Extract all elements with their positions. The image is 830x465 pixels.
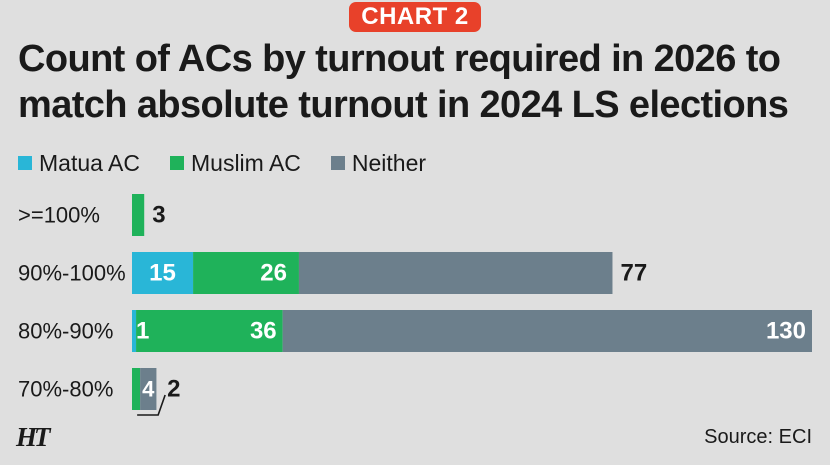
legend-label-muslim: Muslim AC: [191, 149, 301, 176]
legend-item-neither: Neither: [330, 149, 427, 177]
category-label: 80%-90%: [18, 319, 113, 344]
data-label: 1: [136, 318, 149, 345]
category-label: >=100%: [18, 203, 100, 228]
bar-muslim-ac: [136, 310, 283, 352]
data-label: 2: [167, 376, 180, 403]
data-label: 4: [142, 377, 155, 402]
leader-line: [137, 394, 166, 416]
chart-title: Count of ACs by turnout required in 2026…: [18, 38, 789, 126]
legend-swatch-neither: [330, 156, 345, 170]
chart-number-label: CHART 2: [349, 2, 481, 32]
bar-matua-ac: [132, 252, 194, 294]
data-label: 15: [149, 260, 176, 287]
category-label: 90%-100%: [18, 261, 126, 286]
legend-item-matua: Matua AC: [18, 150, 140, 177]
category-label: 70%-80%: [18, 377, 113, 402]
chart-number-tag: CHART 2: [0, 2, 830, 32]
legend-swatch-matua: [18, 156, 32, 170]
bar-neither: [282, 310, 812, 352]
data-label: 130: [766, 318, 806, 345]
bar-matua-ac: [132, 310, 137, 352]
data-label: 26: [260, 260, 287, 287]
hindustan-times-logo: HT: [16, 422, 50, 452]
data-label: 3: [152, 202, 165, 229]
bar-muslim-ac: [132, 368, 141, 410]
legend: Matua AC Muslim AC Neither: [18, 148, 456, 178]
bar-neither: [298, 252, 613, 294]
source-note: Source: ECI: [704, 426, 812, 448]
bar-muslim-ac: [193, 252, 299, 294]
bar-muslim-ac: [132, 194, 145, 236]
bar-neither: [140, 368, 157, 410]
data-label: 77: [620, 260, 647, 287]
legend-label-neither: Neither: [351, 149, 427, 176]
data-label: 36: [250, 318, 277, 345]
legend-item-muslim: Muslim AC: [170, 150, 301, 177]
legend-label-matua: Matua AC: [39, 149, 140, 176]
legend-swatch-muslim: [170, 156, 184, 170]
